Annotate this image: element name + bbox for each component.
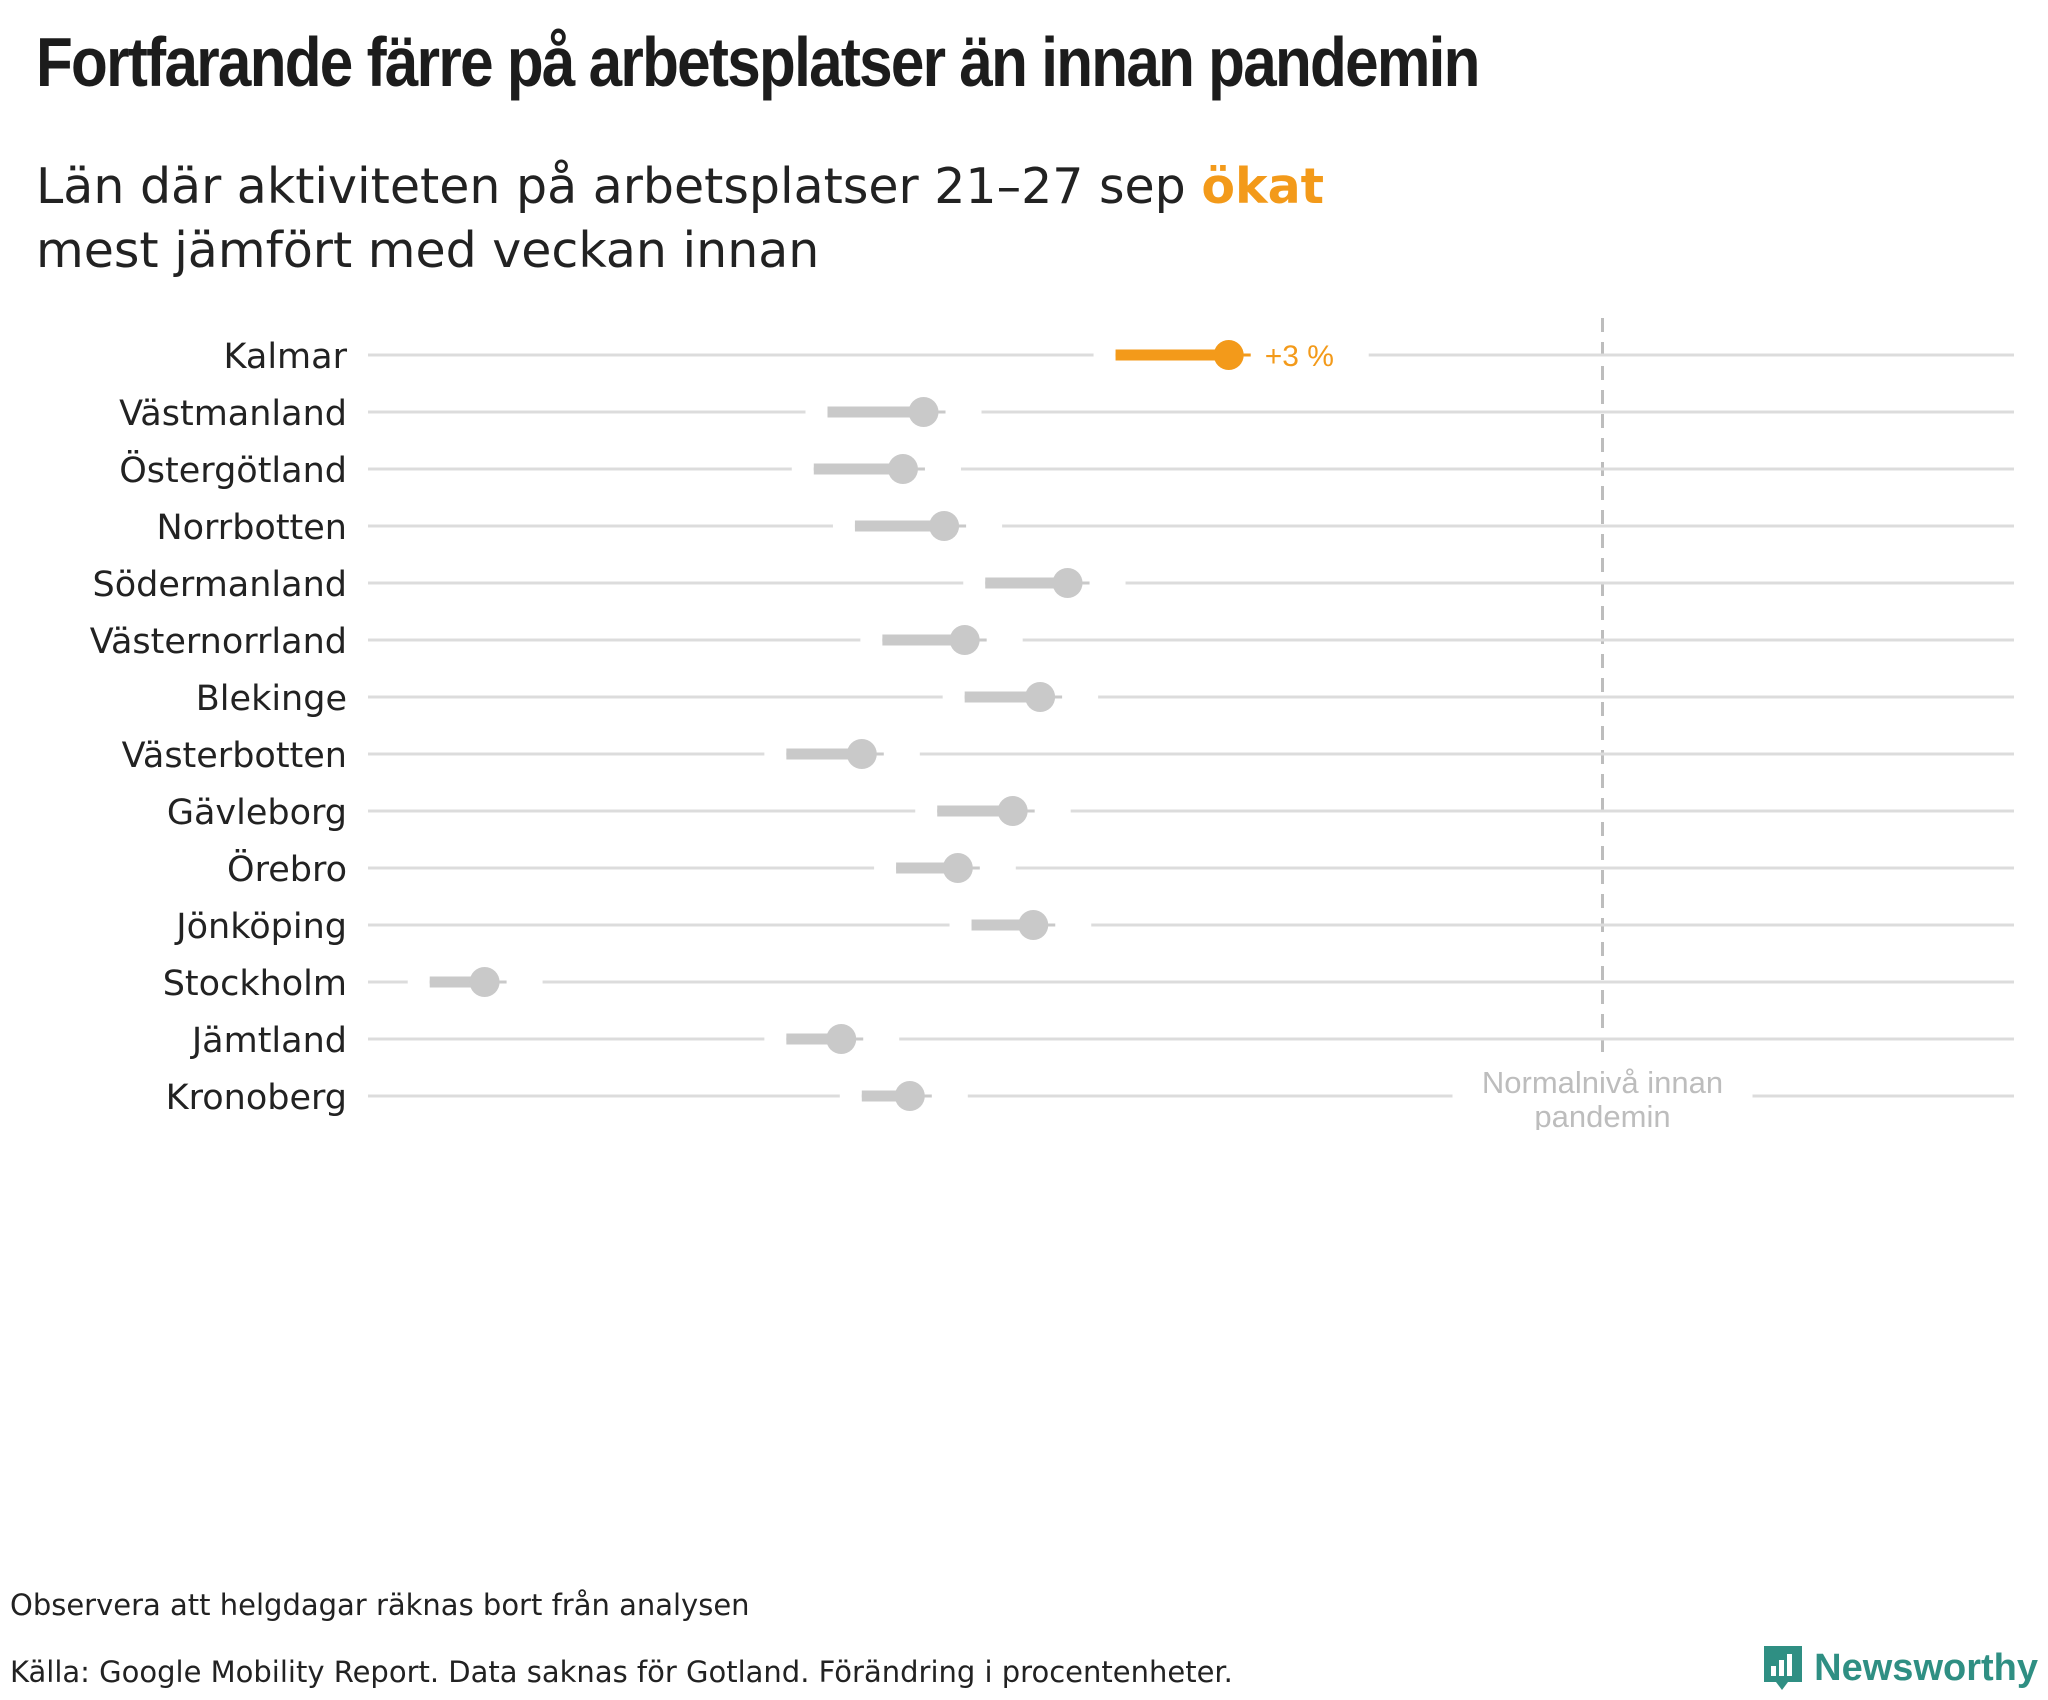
brand: Newsworthy [1760, 1642, 2038, 1694]
data-point [1025, 682, 1056, 712]
category-label: Västernorrland [90, 622, 347, 662]
subtitle-highlight: ökat [1201, 158, 1325, 215]
subtitle-text-1: Län där aktiviteten på arbetsplatser 21–… [36, 158, 1186, 215]
data-point [846, 739, 877, 769]
category-label: Jönköping [174, 907, 347, 947]
category-label: Blekinge [196, 679, 347, 719]
category-label: Norrbotten [156, 508, 347, 548]
footnote-note: Observera att helgdagar räknas bort från… [10, 1588, 750, 1622]
newsworthy-logo-icon [1764, 1646, 1803, 1690]
data-point [929, 511, 960, 541]
data-point [894, 1081, 925, 1111]
category-label: Stockholm [163, 964, 347, 1004]
category-label: Gävleborg [167, 793, 347, 833]
brand-name: Newsworthy [1814, 1646, 2038, 1689]
chart-title: Fortfarande färre på arbetsplatser än in… [36, 23, 1480, 101]
data-point [997, 796, 1028, 826]
data-point [887, 454, 918, 484]
category-label: Kronoberg [166, 1078, 347, 1118]
category-label: Kalmar [224, 337, 348, 377]
data-point [1018, 910, 1049, 940]
subtitle-text-2: mest jämfört med veckan innan [36, 222, 820, 279]
data-point [942, 853, 973, 883]
data-point [1052, 568, 1083, 598]
chart-subtitle: Län där aktiviteten på arbetsplatser 21–… [36, 155, 1324, 283]
category-label: Östergötland [119, 449, 347, 491]
data-point [908, 397, 939, 427]
data-point [826, 1024, 857, 1054]
reference-label-line2: pandemin [1534, 1099, 1670, 1130]
dumbbell-chart: Kalmar +3 % Västmanland Östergötland Norrbot… [90, 318, 2014, 1130]
category-label: Västerbotten [122, 736, 347, 776]
footnote-source: Källa: Google Mobility Report. Data sakn… [10, 1655, 1233, 1689]
category-label: Södermanland [93, 565, 347, 605]
category-label: Örebro [227, 848, 347, 890]
data-point [949, 625, 980, 655]
category-label: Västmanland [119, 394, 347, 434]
reference-label-line1: Normalnivå innan [1482, 1065, 1723, 1100]
reference-label-background [1452, 1060, 1753, 1130]
highlight-value-label: +3 % [1265, 340, 1334, 373]
data-point [469, 967, 500, 997]
category-label: Jämtland [190, 1021, 347, 1061]
data-point [1213, 340, 1244, 370]
